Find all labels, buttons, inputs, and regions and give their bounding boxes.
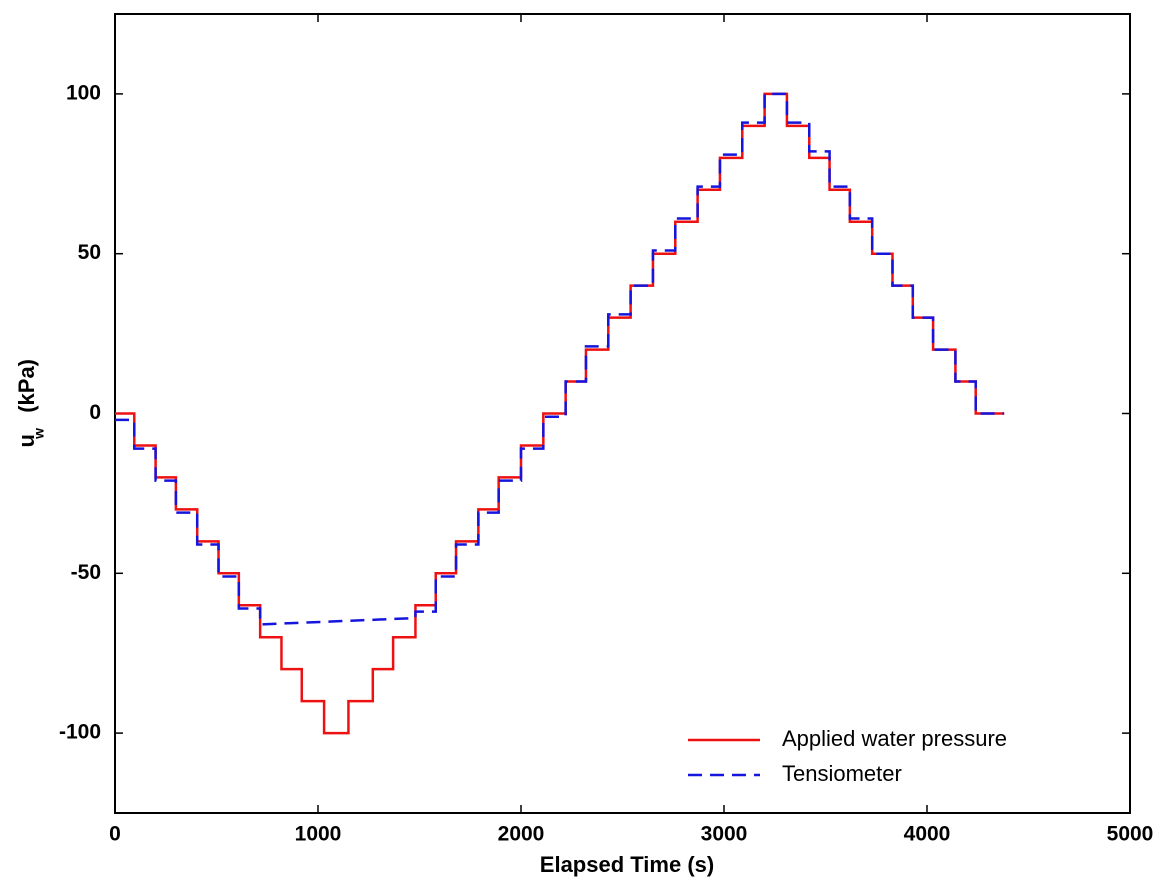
y-tick-label: 0 — [89, 401, 101, 424]
x-tick-label: 0 — [109, 823, 121, 846]
legend-label: Applied water pressure — [782, 726, 1007, 751]
series-line — [115, 92, 1005, 626]
x-tick-label: 3000 — [701, 823, 748, 846]
y-tick-label: 100 — [66, 81, 101, 104]
legend-label: Tensiometer — [782, 761, 902, 786]
y-axis-label-unit: (kPa) — [14, 359, 39, 413]
y-axis-label: u — [14, 434, 39, 447]
y-axis-label-sub: w — [31, 428, 47, 440]
series-line — [115, 92, 1005, 735]
x-tick-label: 1000 — [295, 823, 342, 846]
x-axis-label: Elapsed Time (s) — [540, 852, 714, 877]
x-tick-label: 2000 — [498, 823, 545, 846]
x-tick-label: 4000 — [904, 823, 951, 846]
y-tick-label: 50 — [78, 241, 101, 264]
y-tick-label: -50 — [71, 561, 101, 584]
y-axis-label-group: u w (kPa) — [14, 359, 47, 447]
y-tick-label: -100 — [59, 721, 101, 744]
x-tick-label: 5000 — [1107, 823, 1154, 846]
